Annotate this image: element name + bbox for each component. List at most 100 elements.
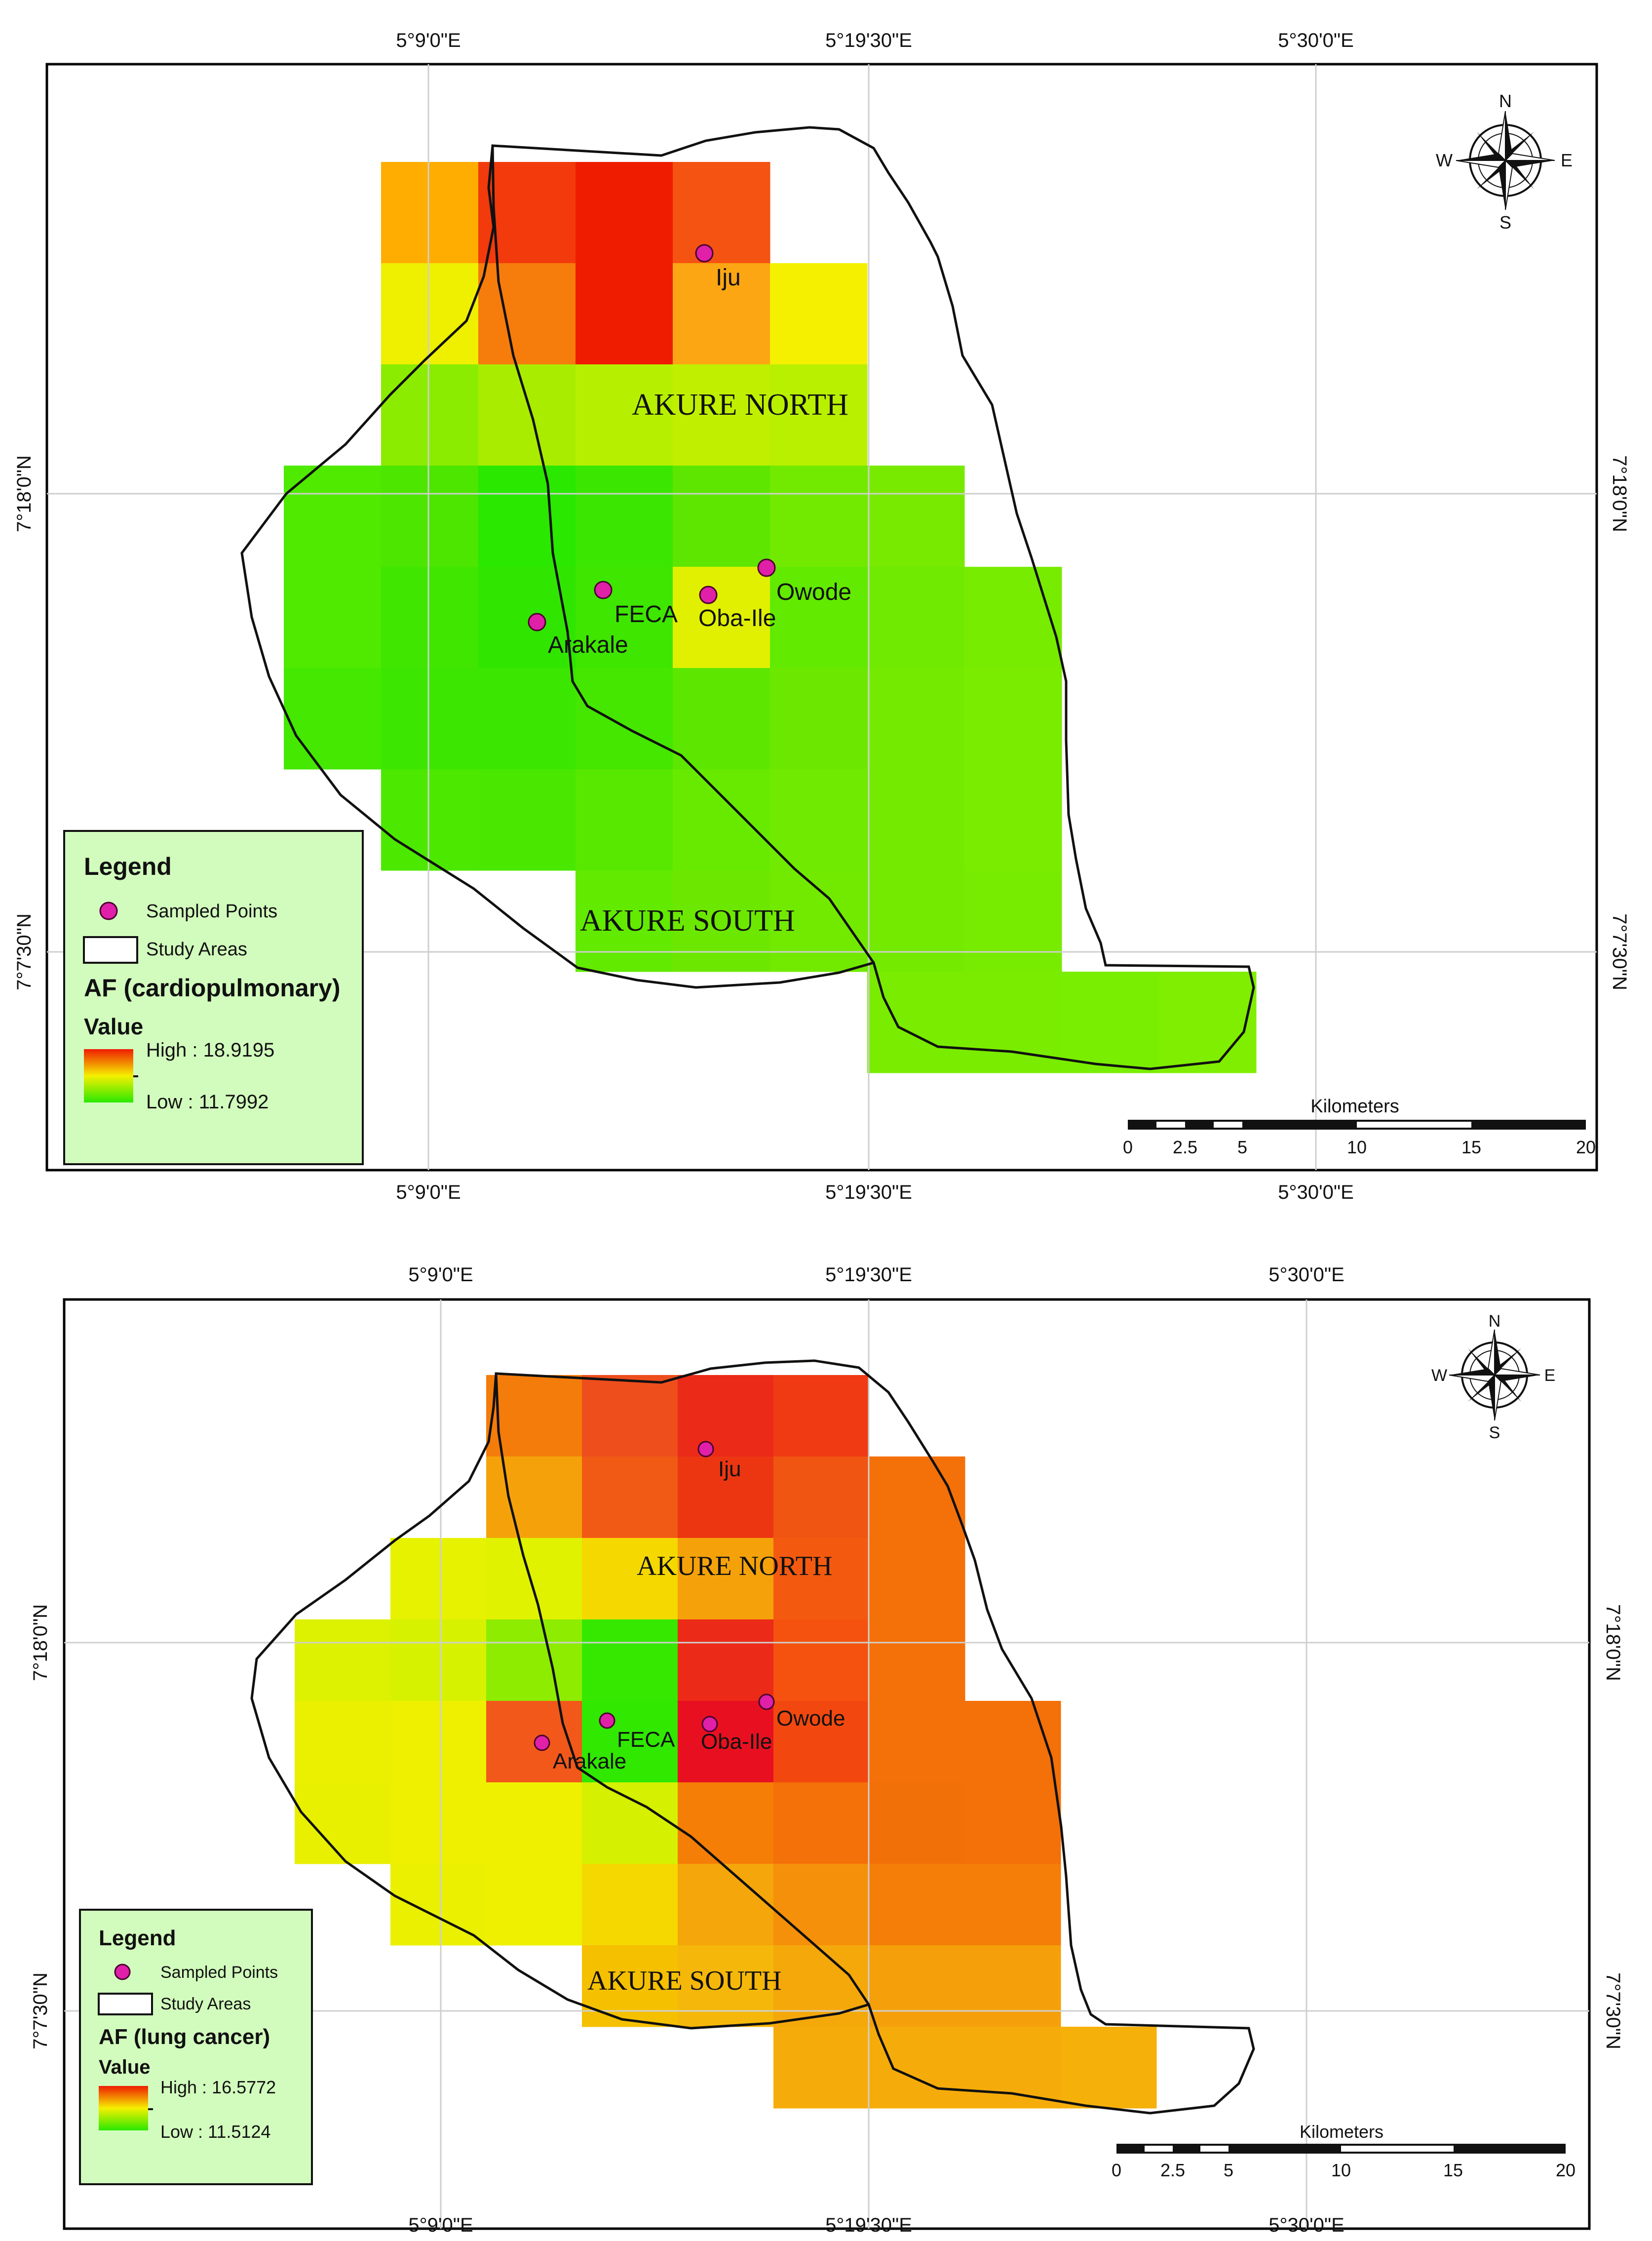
- raster-cell: [582, 1782, 678, 1864]
- label-oba-ile: Oba-Ile: [698, 605, 776, 631]
- raster-cell: [486, 1864, 582, 1946]
- svg-text:5: 5: [1237, 1137, 1247, 1157]
- label-oba-ile: Oba-Ile: [701, 1730, 772, 1754]
- raster-cell: [486, 1375, 582, 1457]
- svg-text:7°18'0"N: 7°18'0"N: [30, 1604, 51, 1681]
- point-labels: Iju Owode FECA Oba-Ile Arakale: [548, 265, 851, 658]
- legend-low: Low : 11.7992: [146, 1091, 269, 1113]
- district-divide: [491, 145, 875, 964]
- svg-text:7°7'30"N: 7°7'30"N: [1609, 913, 1630, 990]
- legend-high: High : 16.5772: [160, 2077, 276, 2097]
- raster-cell: [673, 162, 770, 264]
- raster-cell: [295, 1782, 391, 1864]
- raster-cell: [478, 364, 576, 466]
- raster-cell: [678, 1538, 774, 1620]
- raster-cell: [486, 1782, 582, 1864]
- raster-cell: [478, 668, 576, 770]
- area-label-akure-north: AKURE NORTH: [632, 388, 848, 422]
- sample-point-oba-ile[interactable]: [701, 1716, 718, 1732]
- raster-cell: [773, 1375, 870, 1457]
- svg-text:7°7'30"N: 7°7'30"N: [13, 913, 35, 990]
- map-lung-cancer: Iju Owode FECA Oba-Ile Arakale AKURE NOR…: [30, 1264, 1624, 2236]
- sample-point-iju[interactable]: [695, 244, 714, 263]
- raster-cell: [678, 1782, 774, 1864]
- raster-cell: [965, 2027, 1061, 2109]
- raster-cell: [284, 668, 382, 770]
- svg-text:5°30'0"E: 5°30'0"E: [1268, 2214, 1345, 2236]
- sample-points: [528, 244, 776, 631]
- raster-cell: [773, 1619, 870, 1701]
- sample-point-owode[interactable]: [758, 1693, 775, 1710]
- raster-cell: [284, 567, 382, 668]
- map-cardiopulmonary: Iju Owode FECA Oba-Ile Arakale AKURE NOR…: [13, 30, 1630, 1203]
- lon-ticks-top: 5°9'0"E 5°19'30"E 5°30'0"E: [396, 30, 1353, 51]
- sample-point-arakale[interactable]: [534, 1734, 550, 1751]
- raster-cell: [582, 1456, 678, 1538]
- raster-cell: [770, 769, 868, 871]
- sample-point-arakale[interactable]: [528, 613, 546, 631]
- sample-point-feca[interactable]: [599, 1712, 615, 1729]
- legend-high: High : 18.9195: [146, 1039, 274, 1061]
- raster-cell: [965, 1864, 1061, 1946]
- sample-point-oba-ile[interactable]: [699, 586, 718, 604]
- sample-point-feca[interactable]: [594, 581, 613, 599]
- legend-layer-title: AF (cardiopulmonary): [84, 974, 340, 1002]
- legend-title: Legend: [99, 1926, 176, 1950]
- raster-cell: [582, 1375, 678, 1457]
- raster-cell: [576, 162, 673, 264]
- raster-cell: [1062, 972, 1159, 1073]
- raster-grid: [284, 162, 1257, 1073]
- label-arakale: Arakale: [548, 632, 628, 658]
- raster-cell: [1159, 972, 1257, 1073]
- svg-text:N: N: [1499, 91, 1512, 111]
- legend: Legend Sampled Points Study Areas AF (lu…: [79, 1909, 313, 2185]
- raster-cell: [869, 1701, 965, 1783]
- raster-cell: [867, 870, 965, 972]
- raster-cell: [673, 769, 770, 871]
- raster-cell: [867, 466, 965, 567]
- svg-text:2.5: 2.5: [1160, 2160, 1185, 2180]
- raster-cell: [773, 1864, 870, 1946]
- raster-cell: [770, 466, 868, 567]
- svg-text:7°18'0"N: 7°18'0"N: [13, 455, 35, 532]
- raster-cell: [964, 870, 1062, 972]
- raster-cell: [381, 364, 479, 466]
- sample-point-owode[interactable]: [757, 558, 776, 577]
- raster-cell: [390, 1701, 487, 1783]
- graticule: [47, 64, 1597, 1170]
- svg-text:N: N: [1489, 1312, 1501, 1331]
- scale-bar: Kilometers 0 2.5 5 10 15 20: [1123, 1096, 1596, 1157]
- raster-cell: [869, 1456, 965, 1538]
- legend: Legend Sampled Points Study Areas AF (ca…: [63, 830, 364, 1165]
- raster-cell: [773, 2027, 870, 2109]
- raster-cell: [295, 1619, 391, 1701]
- legend-ramp: [84, 1049, 133, 1102]
- svg-text:S: S: [1499, 212, 1511, 233]
- scale-title: Kilometers: [1310, 1096, 1399, 1117]
- study-area-boundary: [250, 1359, 1255, 2115]
- raster-cell: [390, 1619, 487, 1701]
- raster-cell: [486, 1619, 582, 1701]
- sample-point-iju[interactable]: [697, 1441, 714, 1457]
- raster-cell: [284, 466, 382, 567]
- raster-cell: [390, 1538, 487, 1620]
- raster-cell: [867, 769, 965, 871]
- label-owode: Owode: [776, 1706, 845, 1730]
- scale-title: Kilometers: [1300, 2122, 1383, 2142]
- legend-value-label: Value: [99, 2056, 151, 2078]
- north-arrow: N S E W: [1436, 91, 1573, 233]
- raster-cell: [673, 364, 770, 466]
- raster-cell: [381, 162, 479, 264]
- raster-cell: [582, 1945, 678, 2027]
- legend-study-areas: Study Areas: [146, 939, 247, 960]
- raster-cell: [770, 263, 868, 365]
- lat-ticks-right: 7°18'0"N 7°7'30"N: [1602, 1604, 1624, 2049]
- label-iju: Iju: [718, 1457, 741, 1481]
- svg-text:E: E: [1544, 1366, 1556, 1385]
- raster-cell: [486, 1538, 582, 1620]
- svg-text:5°9'0"E: 5°9'0"E: [396, 30, 461, 51]
- legend-value-label: Value: [84, 1014, 143, 1039]
- raster-cell: [869, 2027, 965, 2109]
- area-label-akure-south: AKURE SOUTH: [580, 904, 795, 938]
- raster-cell: [295, 1701, 391, 1783]
